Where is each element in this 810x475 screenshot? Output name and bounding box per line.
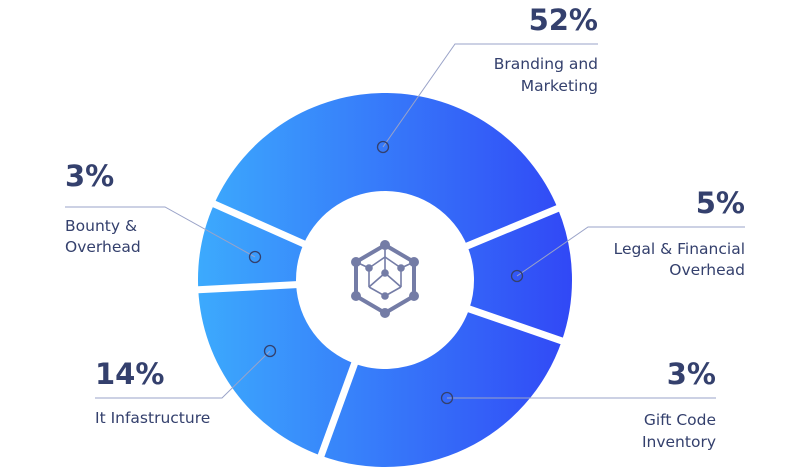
- donut-segment: [214, 92, 558, 246]
- leader-line: [516, 226, 745, 277]
- segment-gap: [316, 357, 360, 462]
- segment-gap: [208, 198, 310, 250]
- leader-dot: [510, 269, 524, 283]
- slice-name-label: Legal & Financial: [614, 240, 745, 258]
- segment-gap: [463, 304, 568, 346]
- slice-name-label: Overhead: [65, 238, 141, 256]
- slice-label-group: 3% Gift Code Inventory: [440, 357, 716, 451]
- leader-dot: [248, 250, 262, 264]
- network-cube-icon: [351, 240, 419, 318]
- leader-line: [382, 43, 598, 148]
- slice-label-group: 3% Bounty & Overhead: [65, 159, 262, 264]
- segment-gap: [193, 280, 302, 294]
- slice-labels: 52% Branding and Marketing 5% Legal & Financ…: [65, 3, 745, 451]
- segment-gap: [461, 203, 564, 252]
- leader-line: [95, 350, 271, 399]
- segment-gaps: [193, 198, 568, 462]
- donut-segment: [198, 203, 304, 290]
- slice-label-group: 52% Branding and Marketing: [376, 3, 598, 154]
- slice-value-label: 3%: [65, 159, 114, 193]
- slice-name-label: Inventory: [642, 433, 716, 451]
- slice-label-group: 14% It Infastructure: [95, 344, 277, 427]
- leader-line: [65, 206, 256, 258]
- slice-name-label: Overhead: [669, 261, 745, 279]
- slice-name-label: Gift Code: [644, 411, 716, 429]
- slice-value-label: 3%: [667, 357, 716, 391]
- donut-segment: [321, 308, 562, 467]
- slice-label-group: 5% Legal & Financial Overhead: [510, 186, 745, 283]
- slice-name-label: Bounty &: [65, 217, 137, 235]
- leader-dot: [263, 344, 277, 358]
- slice-name-label: Branding and: [494, 55, 598, 73]
- slice-name-label: Marketing: [521, 77, 598, 95]
- leader-dot: [376, 140, 390, 154]
- slice-value-label: 52%: [529, 3, 598, 37]
- slice-value-label: 14%: [95, 357, 164, 391]
- donut-segments: [198, 92, 572, 467]
- leader-dot: [440, 391, 454, 405]
- donut-segment: [198, 284, 355, 456]
- slice-value-label: 5%: [696, 186, 745, 220]
- slice-name-label: It Infastructure: [95, 409, 210, 427]
